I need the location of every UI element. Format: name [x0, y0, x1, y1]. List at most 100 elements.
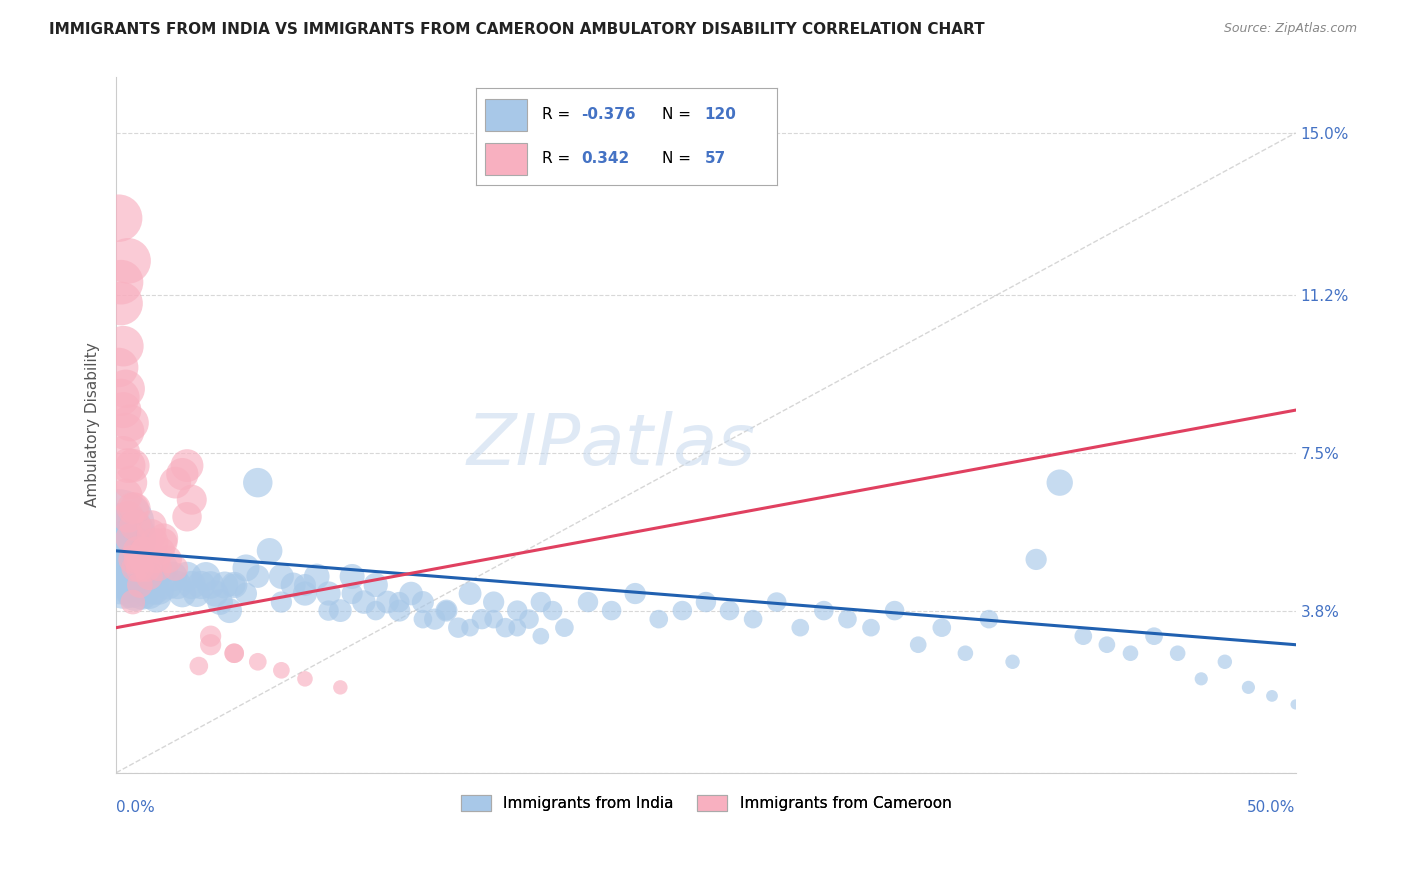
Point: [110, 390, 132, 404]
Point: [141, 518, 163, 533]
Point: [517, 612, 540, 626]
Point: [270, 595, 292, 609]
Point: [270, 569, 292, 583]
Point: [117, 253, 139, 268]
Point: [1167, 646, 1189, 660]
Point: [157, 578, 180, 592]
Point: [112, 544, 135, 558]
Point: [110, 552, 132, 566]
Point: [120, 574, 142, 588]
Point: [506, 621, 529, 635]
Point: [364, 604, 387, 618]
Point: [157, 552, 180, 566]
Point: [117, 458, 139, 473]
Point: [107, 518, 129, 533]
Text: 0.0%: 0.0%: [117, 799, 155, 814]
Point: [131, 552, 153, 566]
Point: [186, 586, 208, 600]
Point: [127, 574, 149, 588]
Point: [110, 275, 132, 289]
Point: [131, 586, 153, 600]
Point: [121, 582, 143, 597]
Point: [283, 578, 305, 592]
Point: [114, 488, 136, 502]
Point: [150, 544, 173, 558]
Point: [270, 663, 292, 677]
Point: [120, 416, 142, 430]
Point: [235, 586, 257, 600]
Point: [624, 586, 647, 600]
Point: [318, 586, 340, 600]
Point: [141, 574, 163, 588]
Point: [246, 569, 269, 583]
Point: [148, 582, 170, 597]
Point: [209, 595, 232, 609]
Text: ZIPatlas: ZIPatlas: [467, 411, 756, 481]
Point: [128, 561, 150, 575]
Point: [117, 565, 139, 579]
Point: [124, 501, 146, 516]
Point: [152, 531, 174, 545]
Point: [152, 535, 174, 549]
Point: [1189, 672, 1212, 686]
Point: [718, 604, 741, 618]
Point: [553, 621, 575, 635]
Point: [1261, 689, 1284, 703]
Text: 50.0%: 50.0%: [1247, 799, 1295, 814]
Y-axis label: Ambulatory Disability: Ambulatory Disability: [86, 343, 100, 508]
Point: [436, 604, 458, 618]
Point: [112, 561, 135, 575]
Point: [412, 595, 434, 609]
Point: [436, 604, 458, 618]
Point: [353, 595, 375, 609]
Point: [931, 621, 953, 635]
Point: [235, 561, 257, 575]
Point: [121, 501, 143, 516]
Point: [162, 569, 184, 583]
Point: [127, 552, 149, 566]
Point: [138, 569, 160, 583]
Point: [114, 425, 136, 439]
Point: [124, 518, 146, 533]
Point: [110, 296, 132, 310]
Point: [194, 569, 217, 583]
Point: [340, 586, 363, 600]
Point: [494, 621, 516, 635]
Point: [128, 578, 150, 592]
Point: [447, 621, 470, 635]
Point: [224, 646, 246, 660]
Point: [180, 578, 202, 592]
Point: [530, 629, 553, 643]
Point: [107, 211, 129, 226]
Point: [214, 578, 236, 592]
Point: [541, 604, 564, 618]
Point: [128, 561, 150, 575]
Point: [1025, 552, 1047, 566]
Point: [172, 586, 194, 600]
Point: [377, 595, 399, 609]
Point: [145, 591, 167, 605]
Point: [172, 467, 194, 482]
Point: [364, 578, 387, 592]
Point: [789, 621, 811, 635]
Point: [127, 544, 149, 558]
Point: [813, 604, 835, 618]
Point: [1143, 629, 1166, 643]
Point: [471, 612, 494, 626]
Point: [576, 595, 599, 609]
Point: [121, 458, 143, 473]
Legend: Immigrants from India, Immigrants from Cameroon: Immigrants from India, Immigrants from C…: [454, 789, 957, 817]
Point: [955, 646, 977, 660]
Point: [224, 646, 246, 660]
Point: [120, 475, 142, 490]
Point: [112, 578, 135, 592]
Point: [224, 578, 246, 592]
Point: [143, 582, 166, 597]
Point: [305, 569, 328, 583]
Point: [1213, 655, 1236, 669]
Point: [1071, 629, 1094, 643]
Point: [294, 672, 316, 686]
Point: [107, 540, 129, 554]
Point: [152, 561, 174, 575]
Point: [423, 612, 446, 626]
